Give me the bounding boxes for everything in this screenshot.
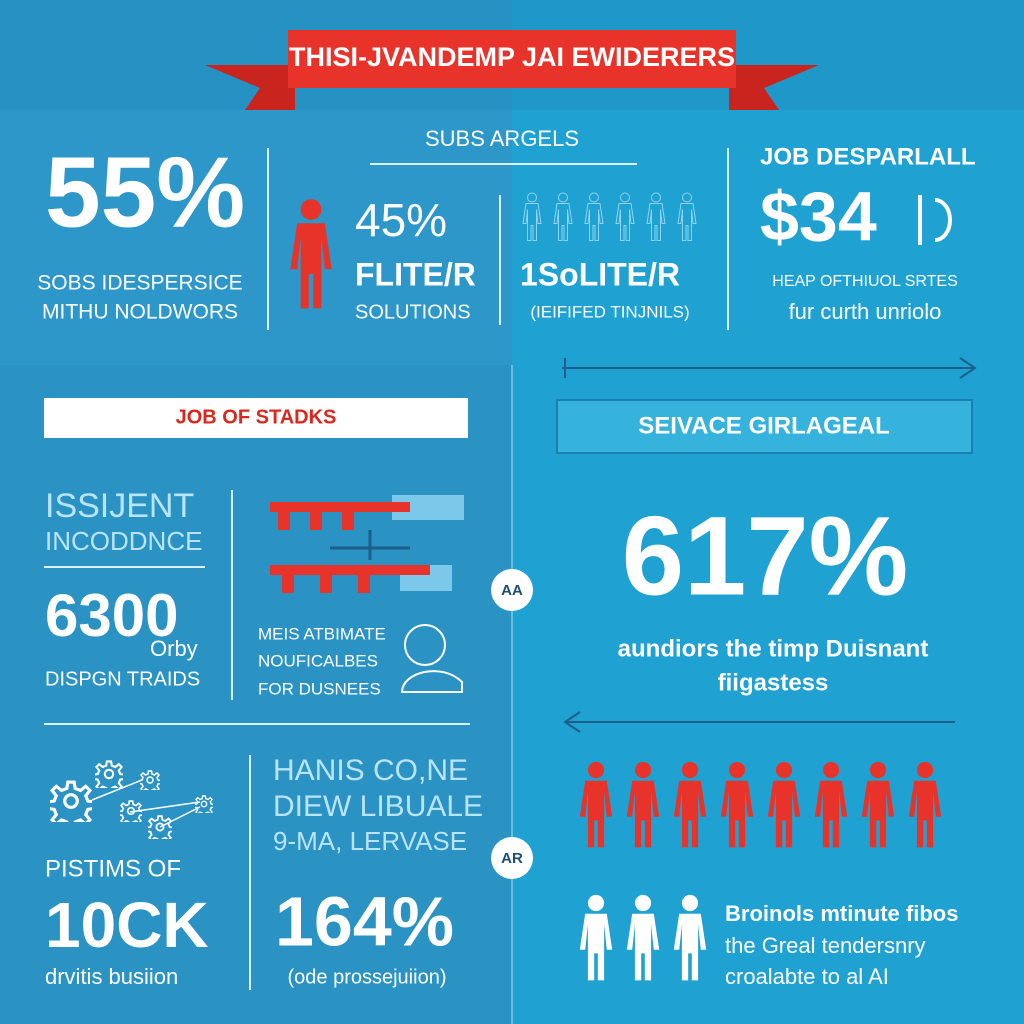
stat-text: fur curth unriolo xyxy=(789,299,942,324)
stat-heading: JOB DESPARLALL xyxy=(760,143,976,170)
stat-caption: SOLUTIONS xyxy=(355,301,471,323)
banner-title: THISI-JVANDEMP JAI EWIDERERS xyxy=(289,42,735,72)
stat-caption: (IEIFIFED TINJNILS) xyxy=(530,302,689,321)
arrow xyxy=(562,357,977,379)
badge-text: AR xyxy=(501,850,523,867)
stat-text: fiigastess xyxy=(718,669,829,696)
text: the Greal tendersnry xyxy=(725,933,926,958)
stat-value: $34 xyxy=(760,177,877,255)
stat-text: SOBS IDESPERSICE xyxy=(37,272,242,295)
badge-text: AA xyxy=(501,582,523,599)
stat-value: 164% xyxy=(275,882,454,960)
stat-text: aundiors the timp Duisnant xyxy=(618,635,929,662)
section-header xyxy=(44,398,468,438)
stat-caption: drvitis busiion xyxy=(45,964,178,989)
text: MEIS ATBIMATE xyxy=(258,624,386,643)
text: FOR DUSNEES xyxy=(258,679,381,698)
text: PISTIMS OF xyxy=(45,855,181,882)
text: INCODDNCE xyxy=(45,526,202,556)
stat-value: 6300 xyxy=(45,582,178,649)
text: NOUFICALBES xyxy=(258,651,378,670)
stat-value: 617% xyxy=(622,494,908,619)
section-header xyxy=(556,399,973,454)
stat-text: MITHU NOLDWORS xyxy=(42,301,238,324)
section-title: SEIVACE GIRLAGEAL xyxy=(638,412,890,439)
stat-unit: Orby xyxy=(150,636,198,661)
stat-value: 55% xyxy=(45,136,245,248)
text: croalabte to al AI xyxy=(725,964,889,989)
stat-value: 10CK xyxy=(45,889,209,961)
badge xyxy=(491,569,533,611)
section-title: JOB OF STADKS xyxy=(176,406,337,428)
text: DIEW LIBUALE xyxy=(273,790,483,823)
stat-caption: DISPGN TRAIDS xyxy=(45,668,200,690)
text: HANIS CO,NE xyxy=(273,754,468,787)
text: 9-MA, LERVASE xyxy=(273,826,467,856)
subhead: SUBS ARGELS xyxy=(425,126,579,151)
stat-label: 1SoLITE/R xyxy=(520,256,680,292)
stat-label: FLITE/R xyxy=(355,256,476,292)
stat-caption: (ode prossejuiion) xyxy=(288,966,447,988)
bars-illustration xyxy=(270,495,464,593)
ribbon-tail xyxy=(205,65,295,110)
icon xyxy=(918,195,952,245)
panel xyxy=(512,0,1024,1024)
gears-icon xyxy=(50,760,213,839)
ribbon-tail xyxy=(729,65,819,110)
banner xyxy=(288,30,736,88)
stat-value: 45% xyxy=(355,194,447,246)
arrow xyxy=(563,711,955,733)
text: ISSIJENT xyxy=(45,487,194,525)
head-icon xyxy=(400,624,463,693)
text: Broinols mtinute fibos xyxy=(725,901,958,926)
stat-text: HEAP OFTHIUOL SRTES xyxy=(772,273,958,290)
badge xyxy=(491,837,533,879)
